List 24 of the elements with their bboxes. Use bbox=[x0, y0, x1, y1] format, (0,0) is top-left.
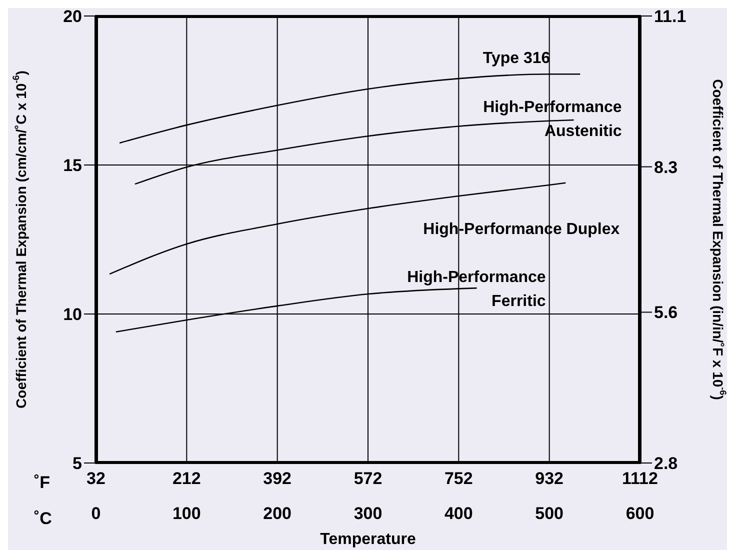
y-tick-label: 20 bbox=[63, 7, 82, 26]
x-tick-label: 200 bbox=[263, 504, 292, 524]
x-tick-label: 600 bbox=[626, 504, 654, 524]
x2-tick-label: 572 bbox=[354, 469, 382, 488]
x2-tick-label: 932 bbox=[535, 469, 564, 488]
x2-tick-label: 392 bbox=[263, 469, 292, 488]
series-label: Type 316 bbox=[482, 50, 550, 68]
x-tick-label: 300 bbox=[354, 504, 382, 524]
y-tick-label: 5 bbox=[72, 454, 82, 474]
x2-tick-label: 212 bbox=[172, 469, 201, 488]
x-tick-label: 500 bbox=[535, 504, 564, 524]
y-tick-label: 15 bbox=[63, 156, 82, 176]
text: ˚F bbox=[34, 473, 50, 493]
text: ˚C bbox=[34, 509, 52, 529]
x2-tick-label: 32 bbox=[86, 469, 106, 488]
x-tick-label: 400 bbox=[444, 504, 473, 524]
y2-tick-label: 11.1 bbox=[654, 7, 686, 26]
y2-tick-label: 5.6 bbox=[654, 303, 678, 322]
x-axis-title: Temperature bbox=[320, 531, 416, 548]
y-tick-label: 10 bbox=[63, 305, 82, 324]
x2-tick-label: 752 bbox=[444, 469, 473, 488]
x-tick-label: 100 bbox=[172, 504, 201, 524]
y2-tick-label: 8.3 bbox=[654, 158, 678, 177]
x-tick-label: 0 bbox=[91, 504, 101, 524]
